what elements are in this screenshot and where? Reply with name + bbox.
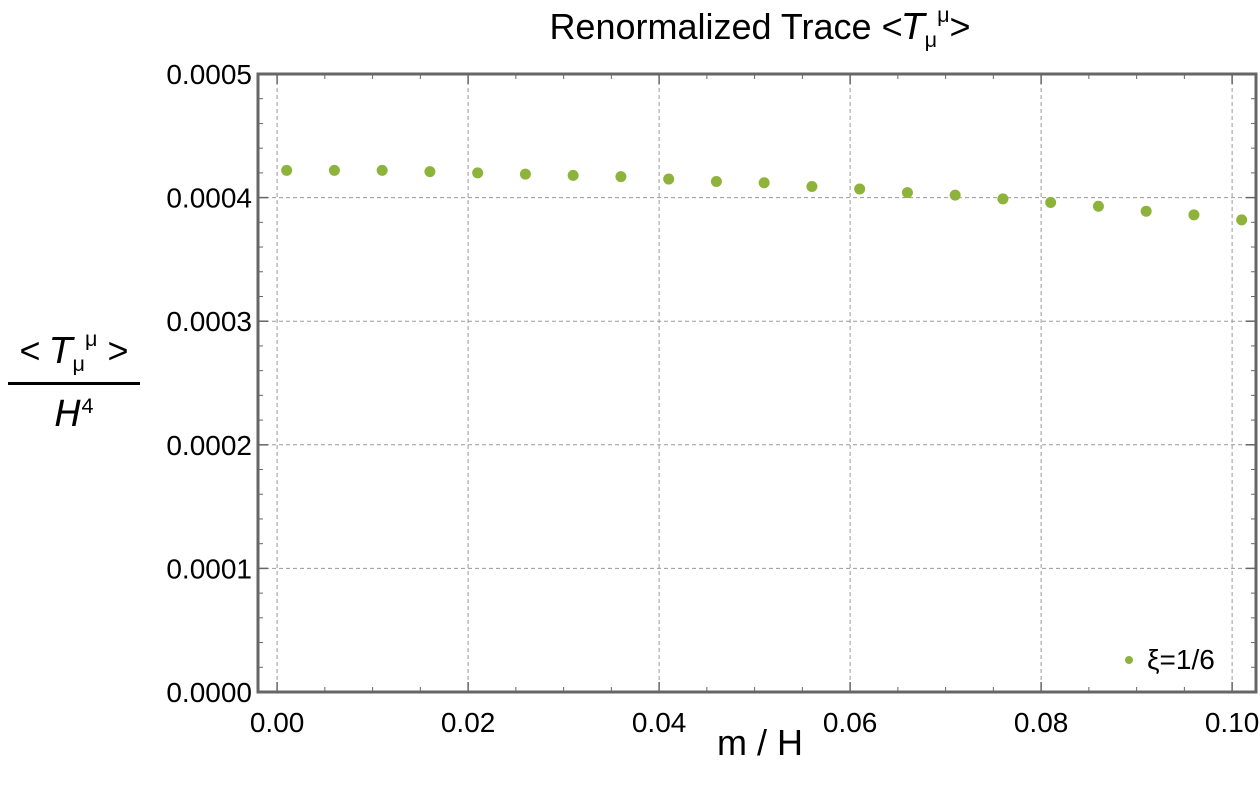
x-tick-label: 0.04 xyxy=(632,707,687,738)
plot-frame xyxy=(256,72,1258,694)
data-points xyxy=(281,164,1248,226)
x-tick-label: 0.00 xyxy=(250,707,305,738)
data-point xyxy=(949,189,961,201)
data-point xyxy=(281,164,293,176)
x-tick-label: 0.10 xyxy=(1205,707,1260,738)
data-point xyxy=(1092,200,1104,212)
data-point xyxy=(710,176,722,188)
data-point xyxy=(376,164,388,176)
data-point xyxy=(472,167,484,179)
y-axis-label: < Tμμ > H4 xyxy=(8,325,140,435)
tick-labels: 0.00 0.02 0.04 0.06 0.08 0.10 0.0000 0.0001 0.00… xyxy=(166,59,1259,738)
data-point xyxy=(1236,214,1248,226)
x-tick-label: 0.06 xyxy=(823,707,878,738)
y-tick-label: 0.0001 xyxy=(166,553,252,584)
legend-marker xyxy=(1125,656,1133,664)
data-point xyxy=(1188,209,1200,221)
data-point xyxy=(519,168,531,180)
y-axis-label-denominator: H4 xyxy=(54,393,94,435)
chart-title: Renormalized Trace <Tμμ> xyxy=(549,1,971,53)
data-point xyxy=(328,164,340,176)
legend: ξ=1/6 xyxy=(1125,640,1215,680)
y-tick-label: 0.0000 xyxy=(166,677,252,708)
data-point xyxy=(615,171,627,183)
data-point xyxy=(424,166,436,178)
x-axis-label: m / H xyxy=(717,722,803,763)
y-axis-label-numerator: < Tμμ > xyxy=(19,325,129,377)
data-point xyxy=(567,169,579,181)
y-tick-label: 0.0003 xyxy=(166,306,252,337)
data-point xyxy=(663,173,675,185)
data-point xyxy=(806,180,818,192)
y-tick-label: 0.0004 xyxy=(166,183,252,214)
data-point xyxy=(1140,205,1152,217)
data-point xyxy=(901,187,913,199)
x-tick-label: 0.08 xyxy=(1014,707,1069,738)
data-point xyxy=(997,193,1009,205)
fraction-bar xyxy=(8,382,140,385)
y-tick-label: 0.0002 xyxy=(166,430,252,461)
data-point xyxy=(758,177,770,189)
x-tick-label: 0.02 xyxy=(441,707,496,738)
grid-lines xyxy=(258,74,1256,692)
axis-ticks xyxy=(258,73,1256,693)
data-point xyxy=(854,183,866,195)
legend-label: ξ=1/6 xyxy=(1147,644,1215,675)
data-point xyxy=(1045,197,1057,209)
y-tick-label: 0.0005 xyxy=(166,59,252,90)
